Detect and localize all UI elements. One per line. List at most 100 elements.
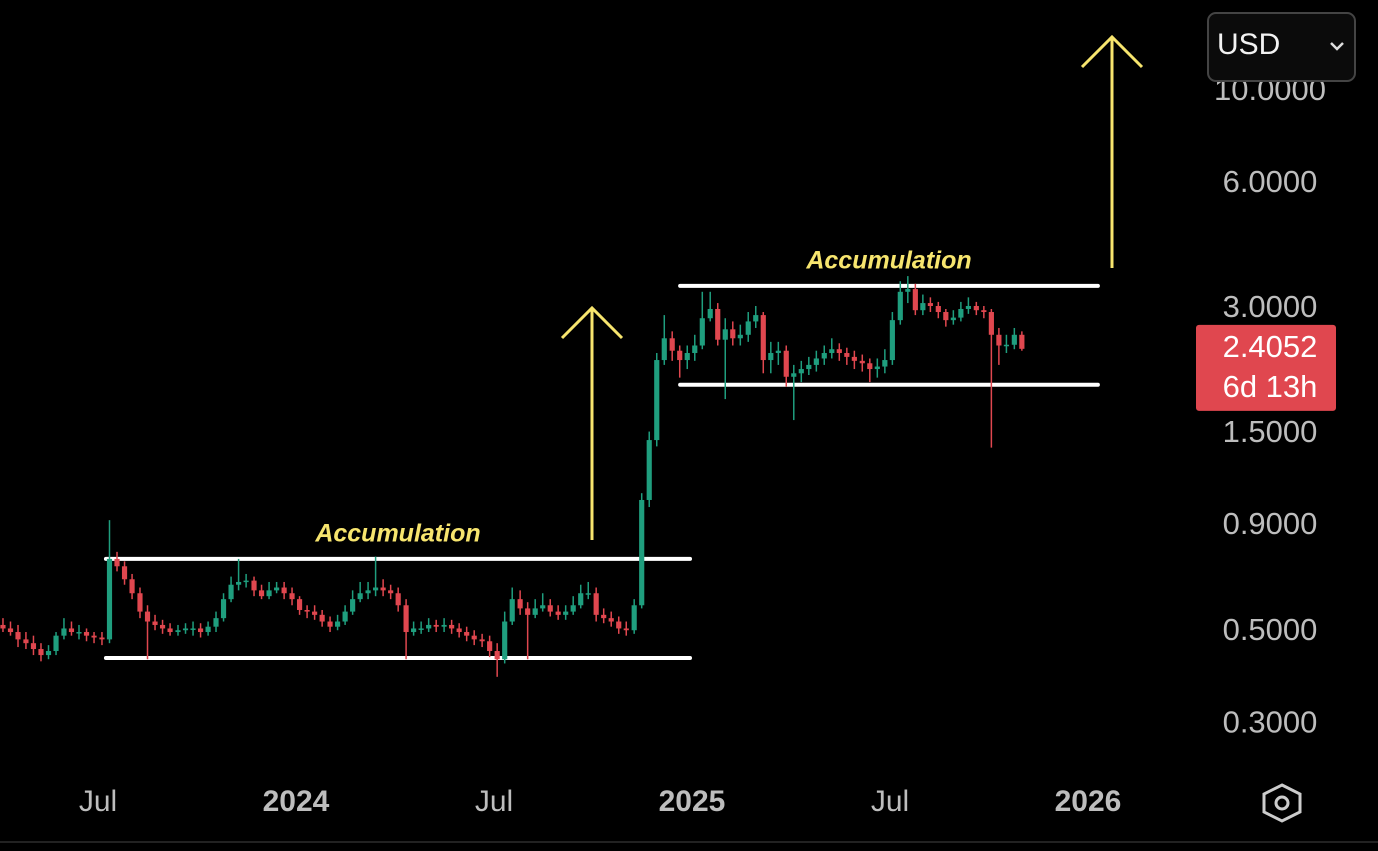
candle-body [973, 306, 979, 311]
candle-body [281, 587, 287, 594]
y-tick-label: 0.3000 [1223, 704, 1318, 739]
candle-body [760, 315, 766, 361]
currency-label[interactable]: USD [1217, 28, 1280, 61]
candle-body [487, 641, 493, 652]
candle-body [350, 599, 356, 612]
candle-body [844, 353, 850, 357]
candle-body [768, 353, 774, 361]
candle-body [882, 360, 888, 367]
x-tick-label: 2026 [1055, 785, 1122, 818]
candle-body [441, 624, 447, 627]
candle-body [342, 611, 348, 622]
currency-button[interactable] [1207, 12, 1356, 82]
candle-body [411, 628, 417, 633]
candle-body [471, 635, 477, 640]
candle-body [76, 632, 82, 634]
candle-body [722, 329, 728, 340]
candle-body [30, 643, 37, 650]
candle-body [0, 624, 6, 629]
candle-body [509, 599, 515, 622]
y-tick-label: 3.0000 [1223, 289, 1318, 324]
candle-body [23, 639, 29, 644]
candle-body [806, 364, 812, 370]
candle-body [494, 651, 500, 660]
candle-body [449, 624, 455, 629]
candle-body [753, 315, 759, 322]
candle-body [699, 318, 705, 346]
candle-body [547, 605, 553, 612]
candle-body [639, 499, 645, 606]
candle-body [395, 593, 401, 606]
candle-body [570, 605, 576, 612]
candle-body [646, 440, 652, 500]
candle-body [190, 628, 196, 630]
candle-body [502, 621, 508, 660]
settings-icon-center[interactable] [1274, 795, 1290, 811]
candle-body [684, 353, 690, 361]
candle-body [912, 289, 918, 311]
candle-body [175, 630, 181, 633]
candle-body [593, 593, 599, 615]
price-badge [1196, 324, 1336, 411]
candle-body [829, 349, 835, 354]
candle-body [433, 624, 439, 627]
candle-body [99, 637, 105, 640]
candle-body [152, 621, 158, 625]
candle-body [236, 581, 242, 585]
candle-body [335, 621, 341, 627]
countdown-label: 6d 13h [1223, 369, 1318, 404]
candle-body [144, 611, 151, 622]
candle-body [243, 580, 249, 583]
candle-body [851, 356, 857, 361]
y-tick-label: 1.5000 [1223, 414, 1318, 449]
settings-icon[interactable] [1262, 783, 1302, 823]
candle-body [563, 611, 569, 615]
candle-body [958, 308, 964, 318]
candle-body [137, 593, 143, 612]
candle-body [623, 628, 629, 631]
candle-body [83, 632, 90, 636]
chevron-icon[interactable] [1330, 42, 1344, 51]
candle-body [616, 621, 622, 629]
candle-body [654, 360, 660, 441]
candle-body [540, 605, 546, 609]
candle-body [373, 587, 379, 591]
candle-body [228, 584, 234, 600]
candle-body [106, 558, 113, 640]
candle-body [426, 624, 432, 629]
candle-body [874, 366, 880, 370]
candle-body [479, 639, 485, 642]
candle-body [631, 605, 637, 631]
candle-body [897, 291, 903, 321]
currency-select[interactable]: USD [1207, 12, 1356, 82]
annotation-label: Accumulation [314, 520, 480, 548]
candle-body [532, 608, 538, 615]
candle-body [920, 303, 926, 311]
candle-body [798, 369, 804, 374]
candle-body [258, 590, 265, 597]
candle-body [988, 312, 994, 335]
candle-body [950, 317, 956, 321]
candle-body [213, 618, 219, 627]
candle-body [15, 632, 21, 640]
candle-body [661, 338, 667, 361]
candle-body [859, 360, 865, 364]
x-axis: Jul 2024 Jul 2025 Jul 2026 [79, 785, 1122, 818]
candle-body [182, 628, 189, 631]
candle-body [821, 353, 827, 359]
candle-body [669, 338, 675, 351]
candle-body [578, 593, 584, 606]
x-tick-label: 2025 [659, 785, 726, 818]
candle-body [715, 308, 721, 340]
settings-button[interactable] [1262, 783, 1302, 823]
candle-body [1011, 334, 1017, 345]
x-tick-label: Jul [871, 785, 909, 818]
candle-body [380, 587, 386, 591]
candle-body [707, 308, 713, 319]
candle-body [737, 334, 743, 339]
candle-body [525, 608, 531, 615]
candle-body [205, 626, 211, 633]
